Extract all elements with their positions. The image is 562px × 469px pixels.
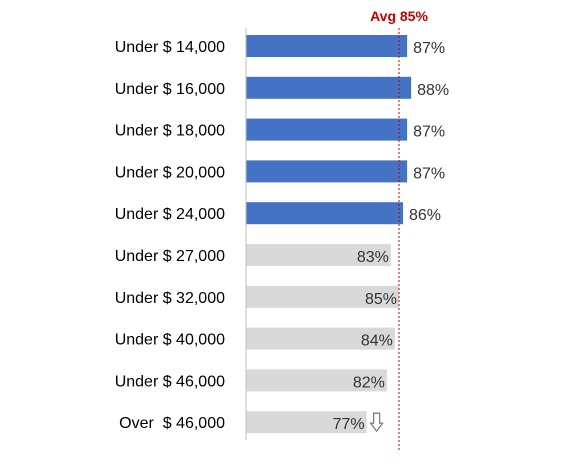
bar xyxy=(246,35,408,57)
category-label: Under $ 16,000 xyxy=(115,81,225,98)
category-label: Under $ 18,000 xyxy=(115,123,225,140)
bar xyxy=(246,160,408,183)
bar xyxy=(246,202,403,225)
value-label: 85% xyxy=(365,291,397,308)
bar xyxy=(246,285,399,308)
value-label: 87% xyxy=(413,165,445,182)
value-label: 87% xyxy=(413,124,445,141)
bar xyxy=(246,244,391,266)
average-label: Avg 85% xyxy=(370,8,428,24)
bar xyxy=(246,411,367,434)
bar xyxy=(246,118,408,141)
category-label: Under $ 32,000 xyxy=(115,290,225,307)
value-label: 87% xyxy=(413,40,445,57)
category-label: Over $ 46,000 xyxy=(119,415,225,432)
down-arrow-icon xyxy=(369,412,384,433)
value-label: 86% xyxy=(409,207,441,224)
value-label: 84% xyxy=(361,333,393,350)
value-label: 77% xyxy=(333,416,365,433)
value-label: 82% xyxy=(353,374,385,391)
category-label: Under $ 40,000 xyxy=(115,332,225,349)
category-label: Under $ 24,000 xyxy=(115,206,225,223)
category-label: Under $ 20,000 xyxy=(115,164,225,181)
category-label: Under $ 14,000 xyxy=(115,39,225,56)
bar xyxy=(246,327,395,350)
bar xyxy=(246,76,412,99)
value-label: 83% xyxy=(357,249,389,266)
category-label: Under $ 46,000 xyxy=(115,373,225,390)
bar xyxy=(246,369,387,392)
value-label: 88% xyxy=(417,82,449,99)
category-label: Under $ 27,000 xyxy=(115,248,225,265)
